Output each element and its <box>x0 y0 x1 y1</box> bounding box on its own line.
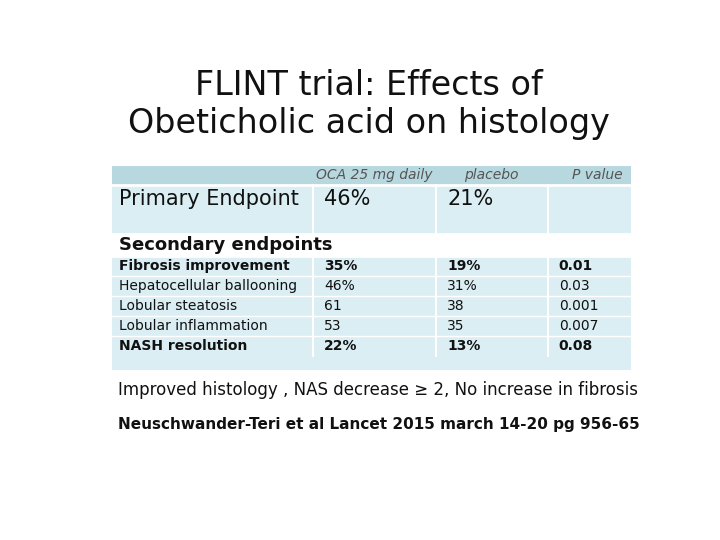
Bar <box>112 296 631 316</box>
Text: Lobular inflammation: Lobular inflammation <box>119 319 268 333</box>
Text: Fibrosis improvement: Fibrosis improvement <box>119 259 289 273</box>
Text: OCA 25 mg daily: OCA 25 mg daily <box>316 167 433 181</box>
Text: 46%: 46% <box>324 279 355 293</box>
Text: NASH resolution: NASH resolution <box>119 339 248 353</box>
Bar <box>112 165 631 185</box>
Bar <box>112 234 631 256</box>
Text: 0.001: 0.001 <box>559 299 598 313</box>
Bar <box>112 336 631 356</box>
Bar <box>112 316 631 336</box>
Text: 46%: 46% <box>324 188 371 208</box>
Text: Hepatocellular ballooning: Hepatocellular ballooning <box>119 279 297 293</box>
Text: 19%: 19% <box>447 259 480 273</box>
Text: Secondary endpoints: Secondary endpoints <box>119 237 333 254</box>
Text: Lobular steatosis: Lobular steatosis <box>119 299 237 313</box>
Text: P value: P value <box>572 167 623 181</box>
Text: 21%: 21% <box>447 188 493 208</box>
Text: Neuschwander-Teri et al Lancet 2015 march 14-20 pg 956-65: Neuschwander-Teri et al Lancet 2015 marc… <box>118 416 639 431</box>
Text: 31%: 31% <box>447 279 478 293</box>
Text: 53: 53 <box>324 319 342 333</box>
Text: 0.01: 0.01 <box>559 259 593 273</box>
Text: placebo: placebo <box>464 167 519 181</box>
Text: Improved histology , NAS decrease ≥ 2, No increase in fibrosis: Improved histology , NAS decrease ≥ 2, N… <box>118 381 638 399</box>
Text: 35: 35 <box>447 319 464 333</box>
Text: 0.007: 0.007 <box>559 319 598 333</box>
Bar <box>112 356 631 371</box>
Bar <box>112 256 631 276</box>
Text: 35%: 35% <box>324 259 358 273</box>
Text: FLINT trial: Effects of
Obeticholic acid on histology: FLINT trial: Effects of Obeticholic acid… <box>128 69 610 140</box>
Text: 0.08: 0.08 <box>559 339 593 353</box>
Text: 0.03: 0.03 <box>559 279 590 293</box>
Text: 61: 61 <box>324 299 342 313</box>
Text: Primary Endpoint: Primary Endpoint <box>119 188 299 208</box>
Text: 13%: 13% <box>447 339 480 353</box>
Text: 38: 38 <box>447 299 464 313</box>
Bar <box>112 276 631 296</box>
Text: 22%: 22% <box>324 339 358 353</box>
